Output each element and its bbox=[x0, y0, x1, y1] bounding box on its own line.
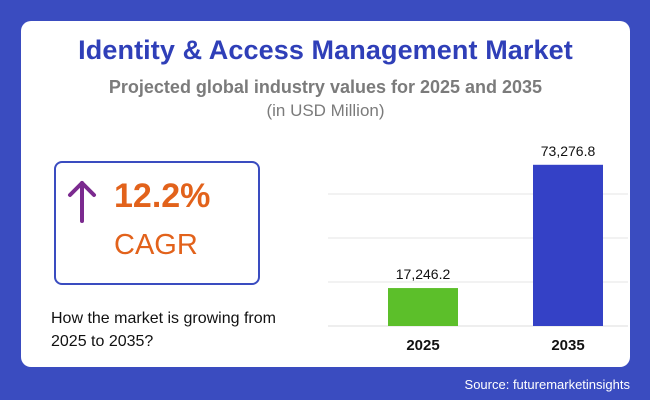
bar-2035 bbox=[533, 164, 603, 326]
source-credit: Source: futuremarketinsights bbox=[464, 377, 630, 392]
bar-chart-svg: 17,246.2 2025 73,276.8 2035 bbox=[328, 143, 628, 354]
page-title: Identity & Access Management Market bbox=[78, 35, 573, 65]
growth-question: How the market is growing from 2025 to 2… bbox=[51, 310, 276, 350]
x-tick-2025: 2025 bbox=[406, 337, 439, 354]
x-tick-2035: 2035 bbox=[551, 337, 584, 354]
cagr-label: CAGR bbox=[114, 229, 198, 261]
chart-subtitle: Projected global industry values for 202… bbox=[108, 77, 543, 97]
unit-label: (in USD Million) bbox=[266, 101, 385, 120]
infographic-card: Identity & Access Management Market Proj… bbox=[21, 21, 630, 367]
bar-2025 bbox=[388, 288, 458, 326]
value-label-2025: 17,246.2 bbox=[396, 266, 451, 282]
cagr-panel: 12.2% CAGR bbox=[54, 161, 260, 285]
bar-chart: 17,246.2 2025 73,276.8 2035 bbox=[328, 130, 628, 361]
arrow-up-icon bbox=[66, 177, 98, 230]
value-label-2035: 73,276.8 bbox=[541, 143, 596, 159]
cagr-value: 12.2% bbox=[114, 177, 211, 215]
